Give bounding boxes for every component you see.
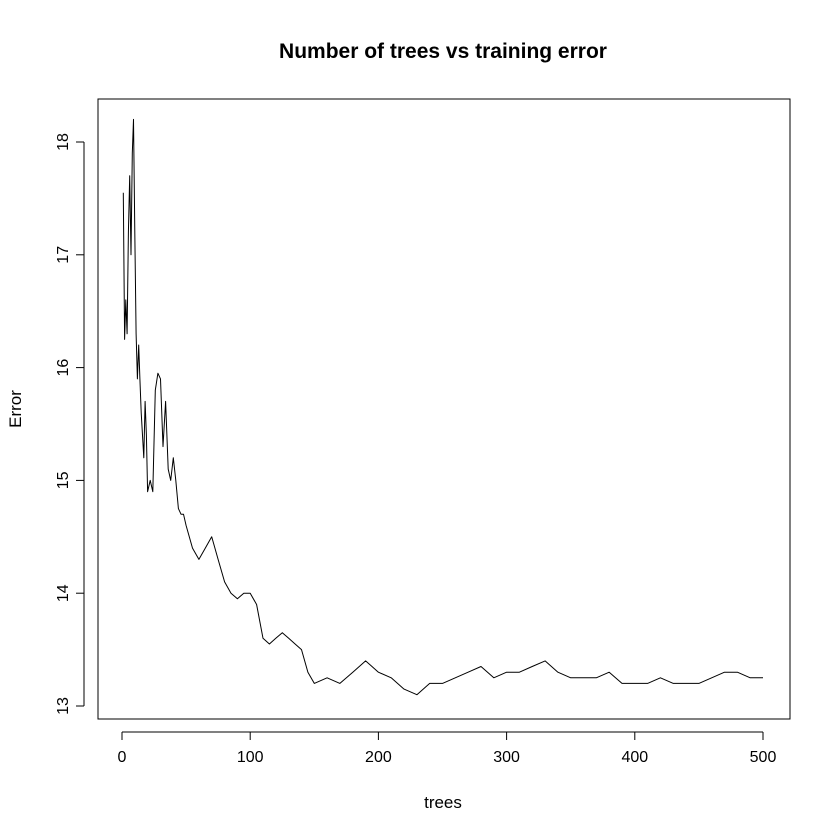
y-tick-label: 14: [55, 584, 72, 602]
x-tick-label: 0: [118, 749, 127, 766]
y-tick-label: 17: [55, 246, 72, 264]
x-tick-label: 200: [365, 749, 392, 766]
plot-frame: [97, 98, 791, 720]
x-axis-ticks: 0 100 200 300 400 500: [118, 732, 777, 766]
x-tick-label: 100: [237, 749, 264, 766]
y-axis-ticks: 13 14 15 16 17 18: [55, 133, 84, 715]
x-tick-label: 400: [621, 749, 648, 766]
y-tick-label: 16: [55, 359, 72, 377]
y-tick-label: 18: [55, 133, 72, 151]
x-tick-label: 500: [750, 749, 777, 766]
x-axis-label: trees: [424, 793, 462, 812]
y-tick-label: 15: [55, 471, 72, 489]
training-error-line: [122, 118, 763, 696]
chart-title: Number of trees vs training error: [279, 40, 607, 63]
y-axis-label: Error: [6, 390, 25, 428]
x-tick-label: 300: [493, 749, 520, 766]
y-tick-label: 13: [55, 697, 72, 715]
